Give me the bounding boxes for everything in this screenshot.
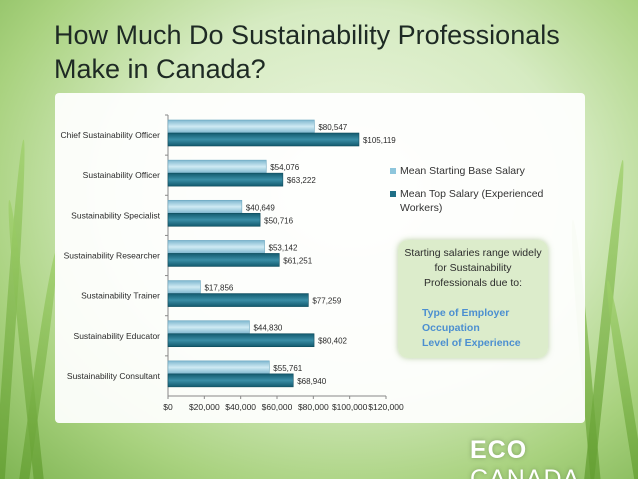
bar-starting-salary bbox=[167, 199, 243, 214]
eco-canada-logo: ECO CANADA bbox=[470, 436, 638, 479]
note-text: Starting salaries range widely for Susta… bbox=[404, 247, 542, 289]
legend-item-top: Mean Top Salary (Experienced Workers) bbox=[390, 187, 560, 215]
salary-note-box: Starting salaries range widely for Susta… bbox=[398, 240, 548, 358]
chart-legend: Mean Starting Base Salary Mean Top Salar… bbox=[390, 164, 560, 224]
bar-top-salary bbox=[167, 172, 284, 187]
x-tick-label: $0 bbox=[163, 402, 173, 412]
x-tick-label: $120,000 bbox=[368, 402, 404, 412]
category-label: Sustainability Specialist bbox=[71, 210, 160, 220]
value-label: $53,142 bbox=[269, 243, 298, 252]
x-tick-label: $20,000 bbox=[189, 402, 220, 412]
bar-top-salary bbox=[167, 293, 309, 307]
bar-starting-salary bbox=[167, 119, 315, 134]
value-label: $44,830 bbox=[253, 324, 282, 333]
bar-top-salary bbox=[167, 212, 261, 227]
bar-starting-salary bbox=[167, 159, 267, 174]
value-label: $54,076 bbox=[270, 163, 299, 172]
value-label: $77,259 bbox=[312, 297, 341, 306]
x-tick-label: $60,000 bbox=[262, 402, 293, 412]
bar-starting-salary bbox=[167, 280, 201, 294]
category-label: Sustainability Educator bbox=[74, 331, 161, 341]
logo-canada: CANADA bbox=[470, 465, 581, 479]
value-label: $50,716 bbox=[264, 216, 293, 225]
x-tick-label: $100,000 bbox=[332, 402, 368, 412]
value-label: $61,251 bbox=[283, 256, 312, 265]
note-item-employer: Type of Employer bbox=[422, 307, 510, 319]
bar-starting-salary bbox=[167, 240, 265, 254]
bar-starting-salary bbox=[167, 320, 250, 335]
salary-bar-chart: $0 $20,000 $40,000 $60,000 $80,000 $100,000 $1… bbox=[60, 114, 404, 412]
value-label: $68,940 bbox=[297, 377, 326, 386]
legend-swatch-top bbox=[390, 191, 396, 197]
x-tick-label: $80,000 bbox=[298, 402, 329, 412]
bar-top-salary bbox=[167, 373, 294, 388]
value-label: $40,649 bbox=[246, 203, 275, 212]
category-label: Sustainability Consultant bbox=[67, 371, 161, 381]
category-label: Chief Sustainability Officer bbox=[60, 130, 160, 140]
legend-item-starting: Mean Starting Base Salary bbox=[390, 164, 560, 178]
bar-top-salary bbox=[167, 333, 315, 348]
note-item-occupation: Occupation bbox=[422, 322, 480, 334]
legend-label-top: Mean Top Salary (Experienced Workers) bbox=[400, 188, 544, 214]
bar-starting-salary bbox=[167, 360, 270, 375]
bar-top-salary bbox=[167, 132, 360, 147]
logo-eco: ECO bbox=[470, 436, 528, 464]
value-label: $80,402 bbox=[318, 337, 347, 346]
legend-label-starting: Mean Starting Base Salary bbox=[400, 165, 525, 177]
value-label: $17,856 bbox=[204, 284, 233, 293]
note-item-experience: Level of Experience bbox=[422, 337, 521, 349]
value-label: $80,547 bbox=[318, 123, 347, 132]
category-label: Sustainability Officer bbox=[83, 170, 160, 180]
note-list: Type of Employer Occupation Level of Exp… bbox=[422, 306, 521, 351]
value-label: $63,222 bbox=[287, 176, 316, 185]
value-label: $55,761 bbox=[273, 364, 302, 373]
legend-swatch-starting bbox=[390, 168, 396, 174]
category-label: Sustainability Researcher bbox=[64, 251, 161, 261]
x-tick-label: $40,000 bbox=[225, 402, 256, 412]
slide-title: How Much Do Sustainability Professionals… bbox=[54, 20, 560, 84]
value-label: $105,119 bbox=[363, 136, 396, 145]
category-label: Sustainability Trainer bbox=[81, 291, 160, 301]
bar-top-salary bbox=[167, 253, 280, 267]
